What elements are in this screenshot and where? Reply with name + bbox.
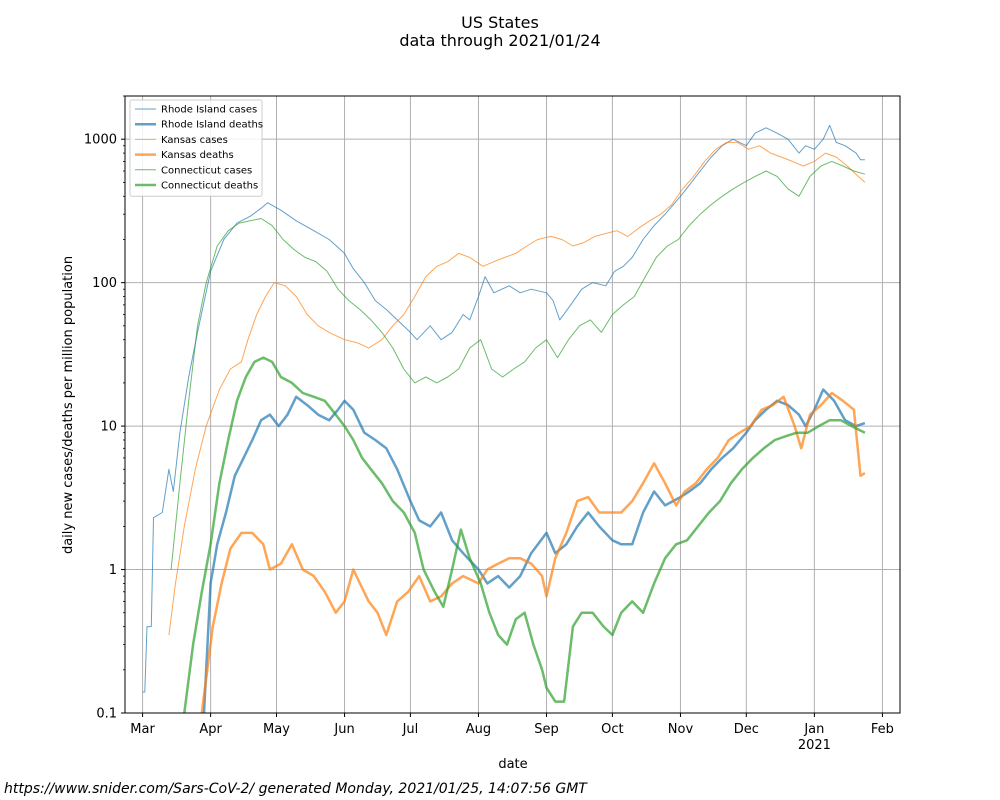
chart-title: US States (461, 13, 539, 32)
legend-box (129, 99, 263, 197)
x-tick-label: Sep (534, 722, 559, 737)
y-tick-label: 1000 (84, 133, 117, 148)
y-axis-label: daily new cases/deaths per million popul… (61, 256, 76, 554)
y-tick-label: 100 (92, 276, 117, 291)
x-tick-label: Nov (668, 722, 694, 737)
x-axis-label: date (498, 757, 527, 772)
legend-entry-label: Connecticut cases (161, 165, 252, 176)
series-line-connecticut-cases (170, 160, 866, 570)
x-tick-label: Apr (199, 722, 222, 737)
chart-subtitle: data through 2021/01/24 (399, 31, 600, 50)
x-tick-label: Dec (734, 722, 759, 737)
series-line-connecticut-deaths (183, 356, 866, 714)
x-tick-label: Mar (130, 722, 155, 737)
x-tick-label: Oct (601, 722, 623, 737)
x-tick-label: Aug (466, 722, 491, 737)
footer-attribution: https://www.snider.com/Sars-CoV-2/ gener… (4, 781, 587, 797)
legend-entry-label: Rhode Island deaths (161, 120, 263, 131)
legend-entry-label: Rhode Island cases (161, 105, 257, 116)
legend-entry-label: Kansas deaths (161, 150, 234, 161)
y-tick-label: 0.1 (96, 707, 117, 722)
x-tick-label: Jul (402, 722, 419, 737)
x-tick-label: Jun (333, 722, 354, 737)
x-tick-label: Feb (871, 722, 894, 737)
y-tick-label: 10 (100, 420, 117, 435)
y-axis: 0.1 1 10 100 1000 (84, 95, 125, 722)
legend-entry-label: Kansas cases (161, 135, 228, 146)
plot-frame (124, 95, 901, 714)
legend: Rhode Island cases Rhode Island deaths Kan… (129, 99, 263, 197)
y-tick-label: 1 (109, 563, 117, 578)
series-line-rhode-island-deaths (202, 388, 866, 714)
x-tick-sublabel: 2021 (798, 738, 831, 753)
legend-entry-label: Connecticut deaths (161, 181, 258, 192)
grid (125, 96, 900, 714)
x-tick-label: May (263, 722, 290, 737)
series-line-kansas-cases (168, 141, 866, 636)
series-line-kansas-deaths (200, 391, 866, 714)
series-layer (142, 124, 866, 714)
x-tick-label: Jan (803, 722, 824, 737)
series-line-rhode-island-cases (142, 124, 865, 693)
